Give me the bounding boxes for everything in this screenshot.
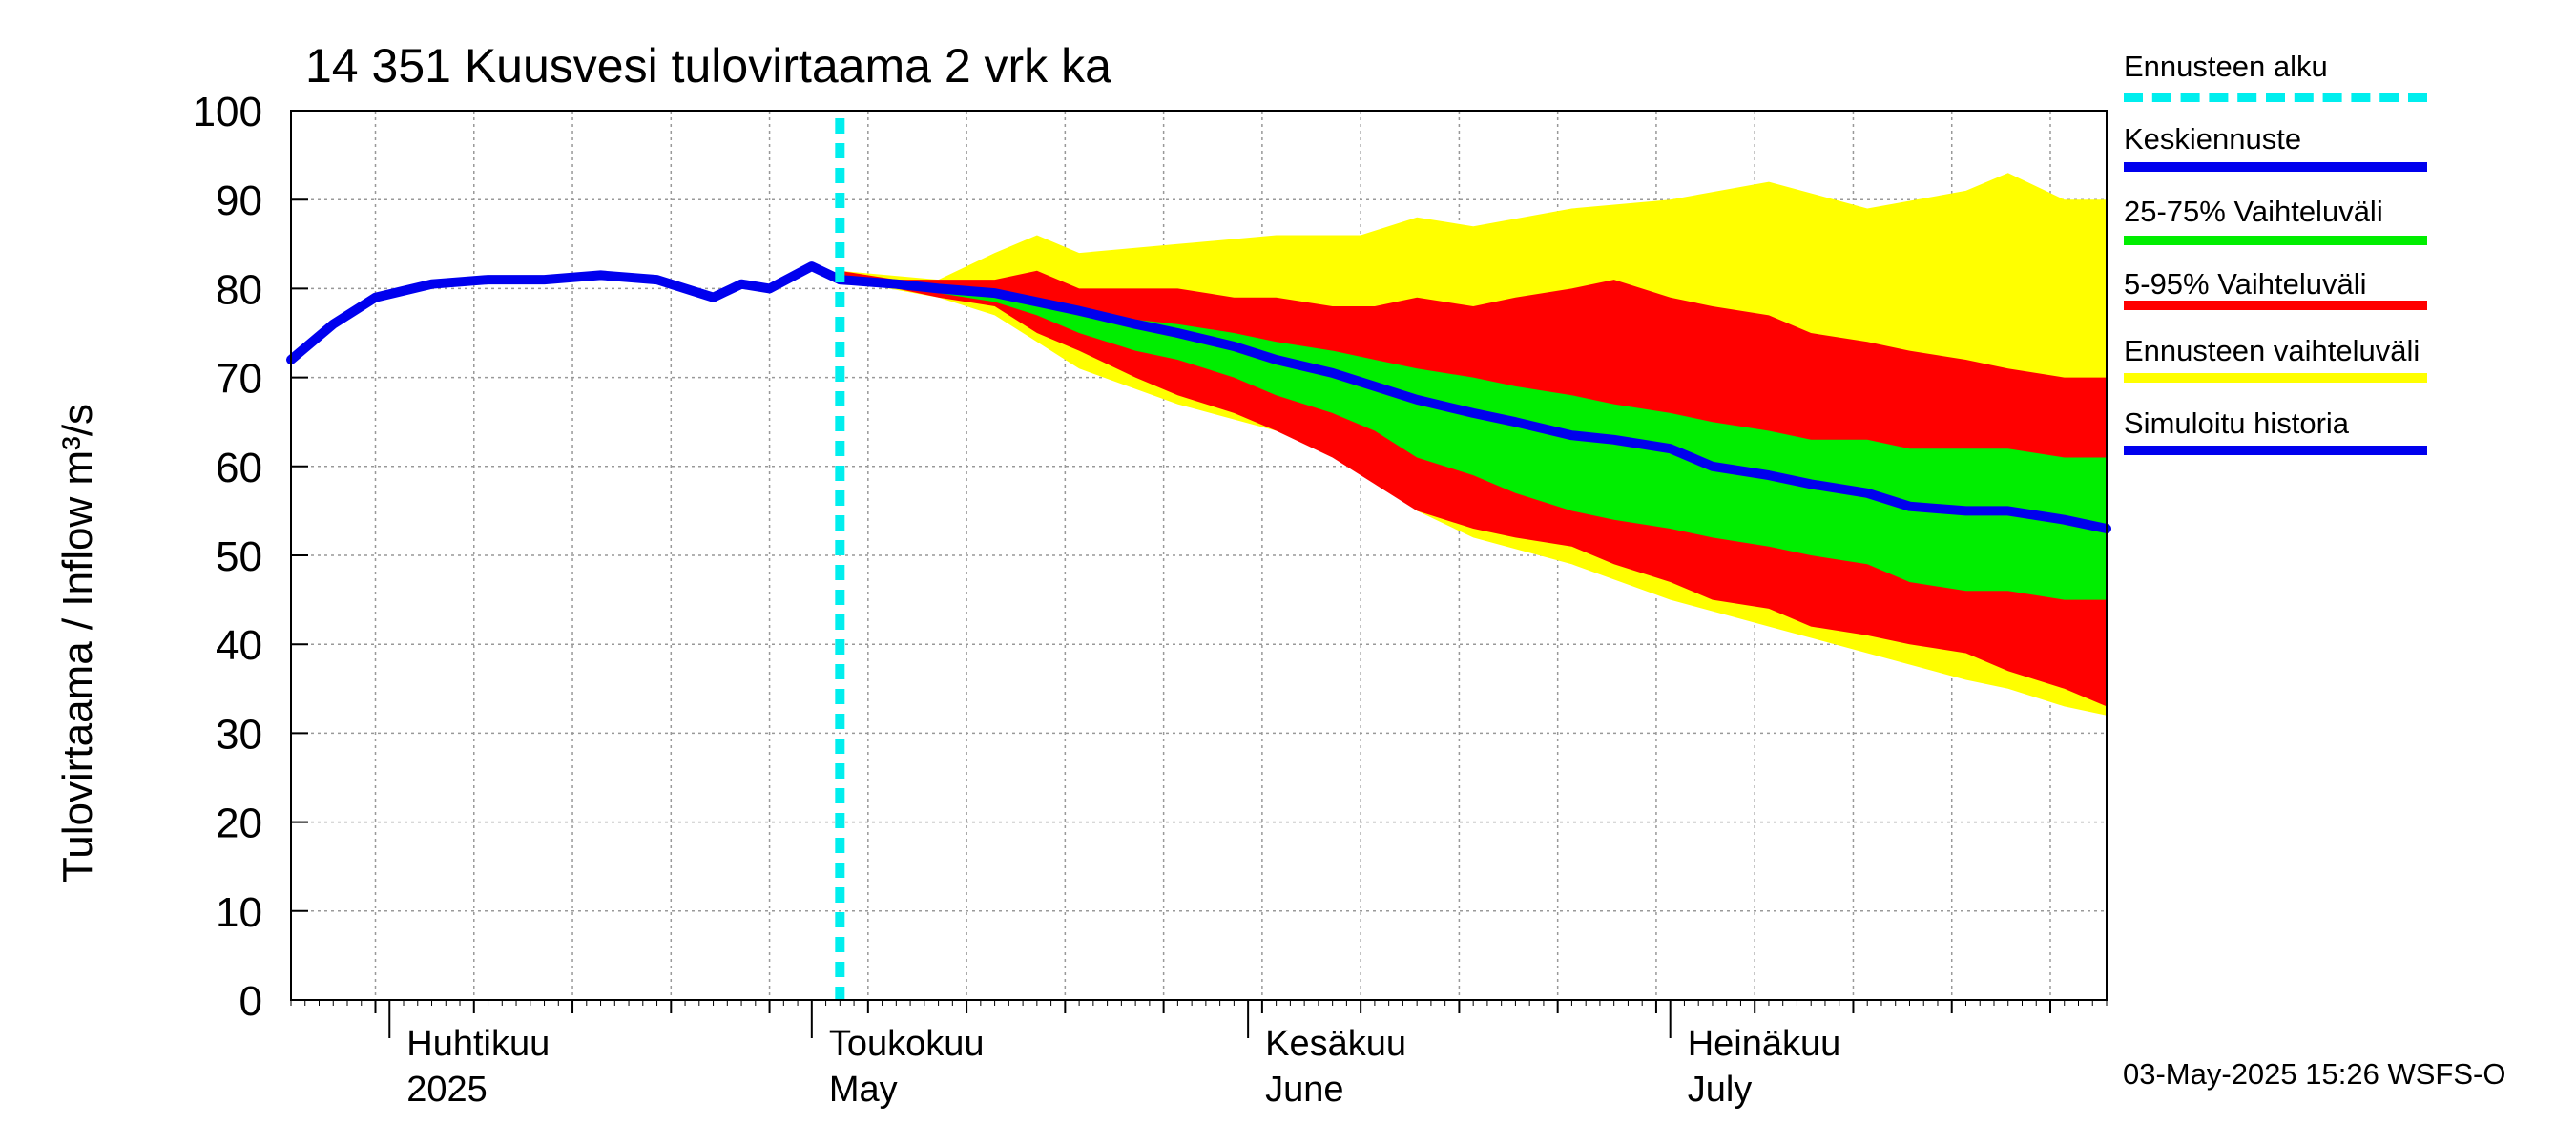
forecast-bands: [840, 173, 2107, 716]
x-month-label-fi: Toukokuu: [829, 1024, 985, 1064]
line-simulated-history: [286, 261, 845, 364]
tick-labels: 0 10 20 30 40 50 60 70 80 90 100 Huhtikuu 2025 Toukok…: [193, 89, 1841, 1110]
y-tick-label: 60: [216, 445, 262, 491]
x-month-label-en: May: [829, 1070, 898, 1110]
legend-label-forecast-range: Ennusteen vaihteluväli: [2124, 334, 2420, 367]
y-tick-label: 100: [193, 89, 262, 135]
x-month-label-en: 2025: [406, 1070, 488, 1110]
y-tick-label: 90: [216, 177, 262, 224]
axes: [290, 110, 2108, 1038]
band-5-95: [840, 270, 2107, 707]
legend-label-5-95: 5-95% Vaihteluväli: [2124, 267, 2367, 301]
legend-swatch-simulated-history: [2124, 446, 2427, 455]
plot-frame: [290, 110, 2108, 1001]
x-month-label-fi: Huhtikuu: [406, 1024, 550, 1064]
legend-label-mean-forecast: Keskiennuste: [2124, 122, 2302, 156]
y-tick-label: 20: [216, 801, 262, 847]
x-month-label-en: June: [1265, 1070, 1343, 1110]
legend-label-simulated-history: Simuloitu historia: [2124, 406, 2350, 440]
y-tick-label: 50: [216, 533, 262, 580]
legend-label-25-75: 25-75% Vaihteluväli: [2124, 195, 2383, 228]
y-tick-label: 40: [216, 622, 262, 669]
y-tick-label: 70: [216, 356, 262, 403]
legend-swatch-mean-forecast: [2124, 162, 2427, 172]
y-tick-label: 10: [216, 889, 262, 936]
y-axis-label: Tulovirtaama / Inflow m³/s: [54, 404, 101, 883]
legend-swatch-forecast-range: [2124, 373, 2427, 383]
x-month-label-en: July: [1688, 1070, 1753, 1110]
y-tick-label: 80: [216, 266, 262, 313]
x-month-label-fi: Kesäkuu: [1265, 1024, 1406, 1064]
timestamp: 03-May-2025 15:26 WSFS-O: [2123, 1057, 2506, 1091]
chart-title: 14 351 Kuusvesi tulovirtaama 2 vrk ka: [305, 39, 1111, 93]
band-25-75: [840, 275, 2107, 600]
legend-swatch-5-95: [2124, 301, 2427, 310]
series-lines: [286, 118, 2111, 1000]
legend-swatch-25-75: [2124, 236, 2427, 245]
y-tick-label: 30: [216, 711, 262, 758]
legend-label-forecast-start: Ennusteen alku: [2124, 50, 2328, 83]
legend-swatch-forecast-start: [2124, 93, 2427, 102]
line-mean-forecast: [835, 275, 2111, 533]
y-tick-label: 0: [239, 978, 262, 1025]
x-month-label-fi: Heinäkuu: [1688, 1024, 1841, 1064]
